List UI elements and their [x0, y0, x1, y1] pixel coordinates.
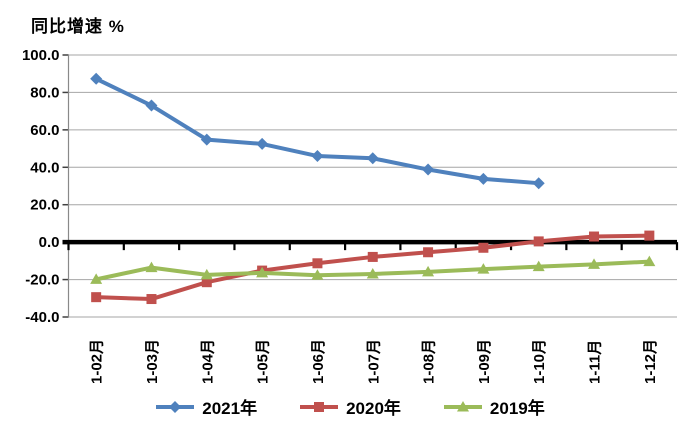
y-tick-label: 80.0	[30, 84, 59, 101]
legend-label-2020: 2020年	[346, 399, 401, 418]
series-marker-2019年	[477, 263, 490, 274]
series-marker-2020年	[423, 247, 434, 258]
series-marker-2021年	[311, 150, 324, 163]
legend-item-2019: 2019年	[443, 394, 545, 419]
series-marker-2021年	[200, 133, 213, 146]
y-tick-label: 40.0	[30, 159, 59, 176]
series-marker-2020年	[91, 292, 102, 303]
series-marker-2021年	[422, 163, 435, 176]
series-marker-2019年	[588, 258, 601, 269]
x-tick-label: 1-06月	[310, 339, 327, 384]
series-marker-2019年	[422, 265, 435, 277]
series-marker-2021年	[532, 177, 545, 190]
y-tick-label: 60.0	[30, 122, 59, 139]
legend-2021-line-marker-icon	[156, 400, 195, 413]
x-tick-label: 1-05月	[255, 339, 272, 384]
legend-item-2021: 2021年	[155, 394, 257, 419]
series-marker-2019年	[90, 273, 103, 284]
y-tick-label: 0.0	[39, 234, 60, 251]
x-tick-label: 1-09月	[476, 339, 493, 384]
legend-label-2019: 2019年	[489, 399, 545, 418]
series-marker-2019年	[145, 261, 158, 273]
legend-item-2020: 2020年	[299, 394, 401, 419]
series-marker-2021年	[256, 137, 269, 150]
series-marker-2020年	[146, 294, 157, 305]
series-marker-2020年	[533, 236, 544, 247]
legend-marker	[169, 400, 182, 413]
x-tick-label: 1-03月	[144, 339, 161, 384]
x-tick-label: 1-02月	[89, 339, 106, 384]
series-marker-2019年	[311, 269, 324, 280]
x-tick-label: 1-10月	[531, 339, 548, 384]
y-tick-label: 20.0	[30, 197, 59, 214]
legend-marker	[314, 401, 325, 412]
series-marker-2020年	[589, 231, 600, 242]
series-marker-2019年	[256, 266, 269, 278]
x-tick-label: 1-04月	[199, 339, 216, 384]
y-tick-label: -40.0	[25, 309, 59, 326]
y-tick-label: 100.0	[22, 47, 60, 64]
series-marker-2021年	[90, 72, 103, 85]
series-marker-2020年	[478, 242, 489, 253]
legend-marker	[456, 400, 469, 411]
y-tick-label: -20.0	[25, 272, 59, 289]
series-marker-2019年	[532, 260, 545, 272]
legend-2020-line-marker-icon	[300, 401, 339, 412]
x-tick-label: 1-08月	[421, 339, 438, 384]
series-marker-2021年	[145, 99, 158, 112]
series-marker-2021年	[366, 152, 379, 165]
legend-label-2021: 2021年	[202, 399, 258, 418]
legend: 2021年 2020年 2019年	[0, 394, 700, 419]
series-marker-2020年	[201, 277, 212, 288]
series-marker-2020年	[312, 258, 323, 269]
series-marker-2019年	[643, 255, 656, 267]
legend-2019-line-marker-icon	[443, 400, 482, 411]
series-marker-2019年	[366, 267, 379, 279]
x-tick-label: 1-07月	[365, 339, 382, 384]
series-marker-2020年	[367, 251, 378, 262]
series-marker-2020年	[644, 230, 655, 241]
chart-title: 同比增速 %	[31, 17, 125, 36]
x-tick-label: 1-12月	[642, 339, 659, 384]
x-tick-label: 1-11月	[587, 340, 604, 384]
series-marker-2021年	[477, 172, 490, 185]
series-marker-2019年	[200, 268, 213, 280]
